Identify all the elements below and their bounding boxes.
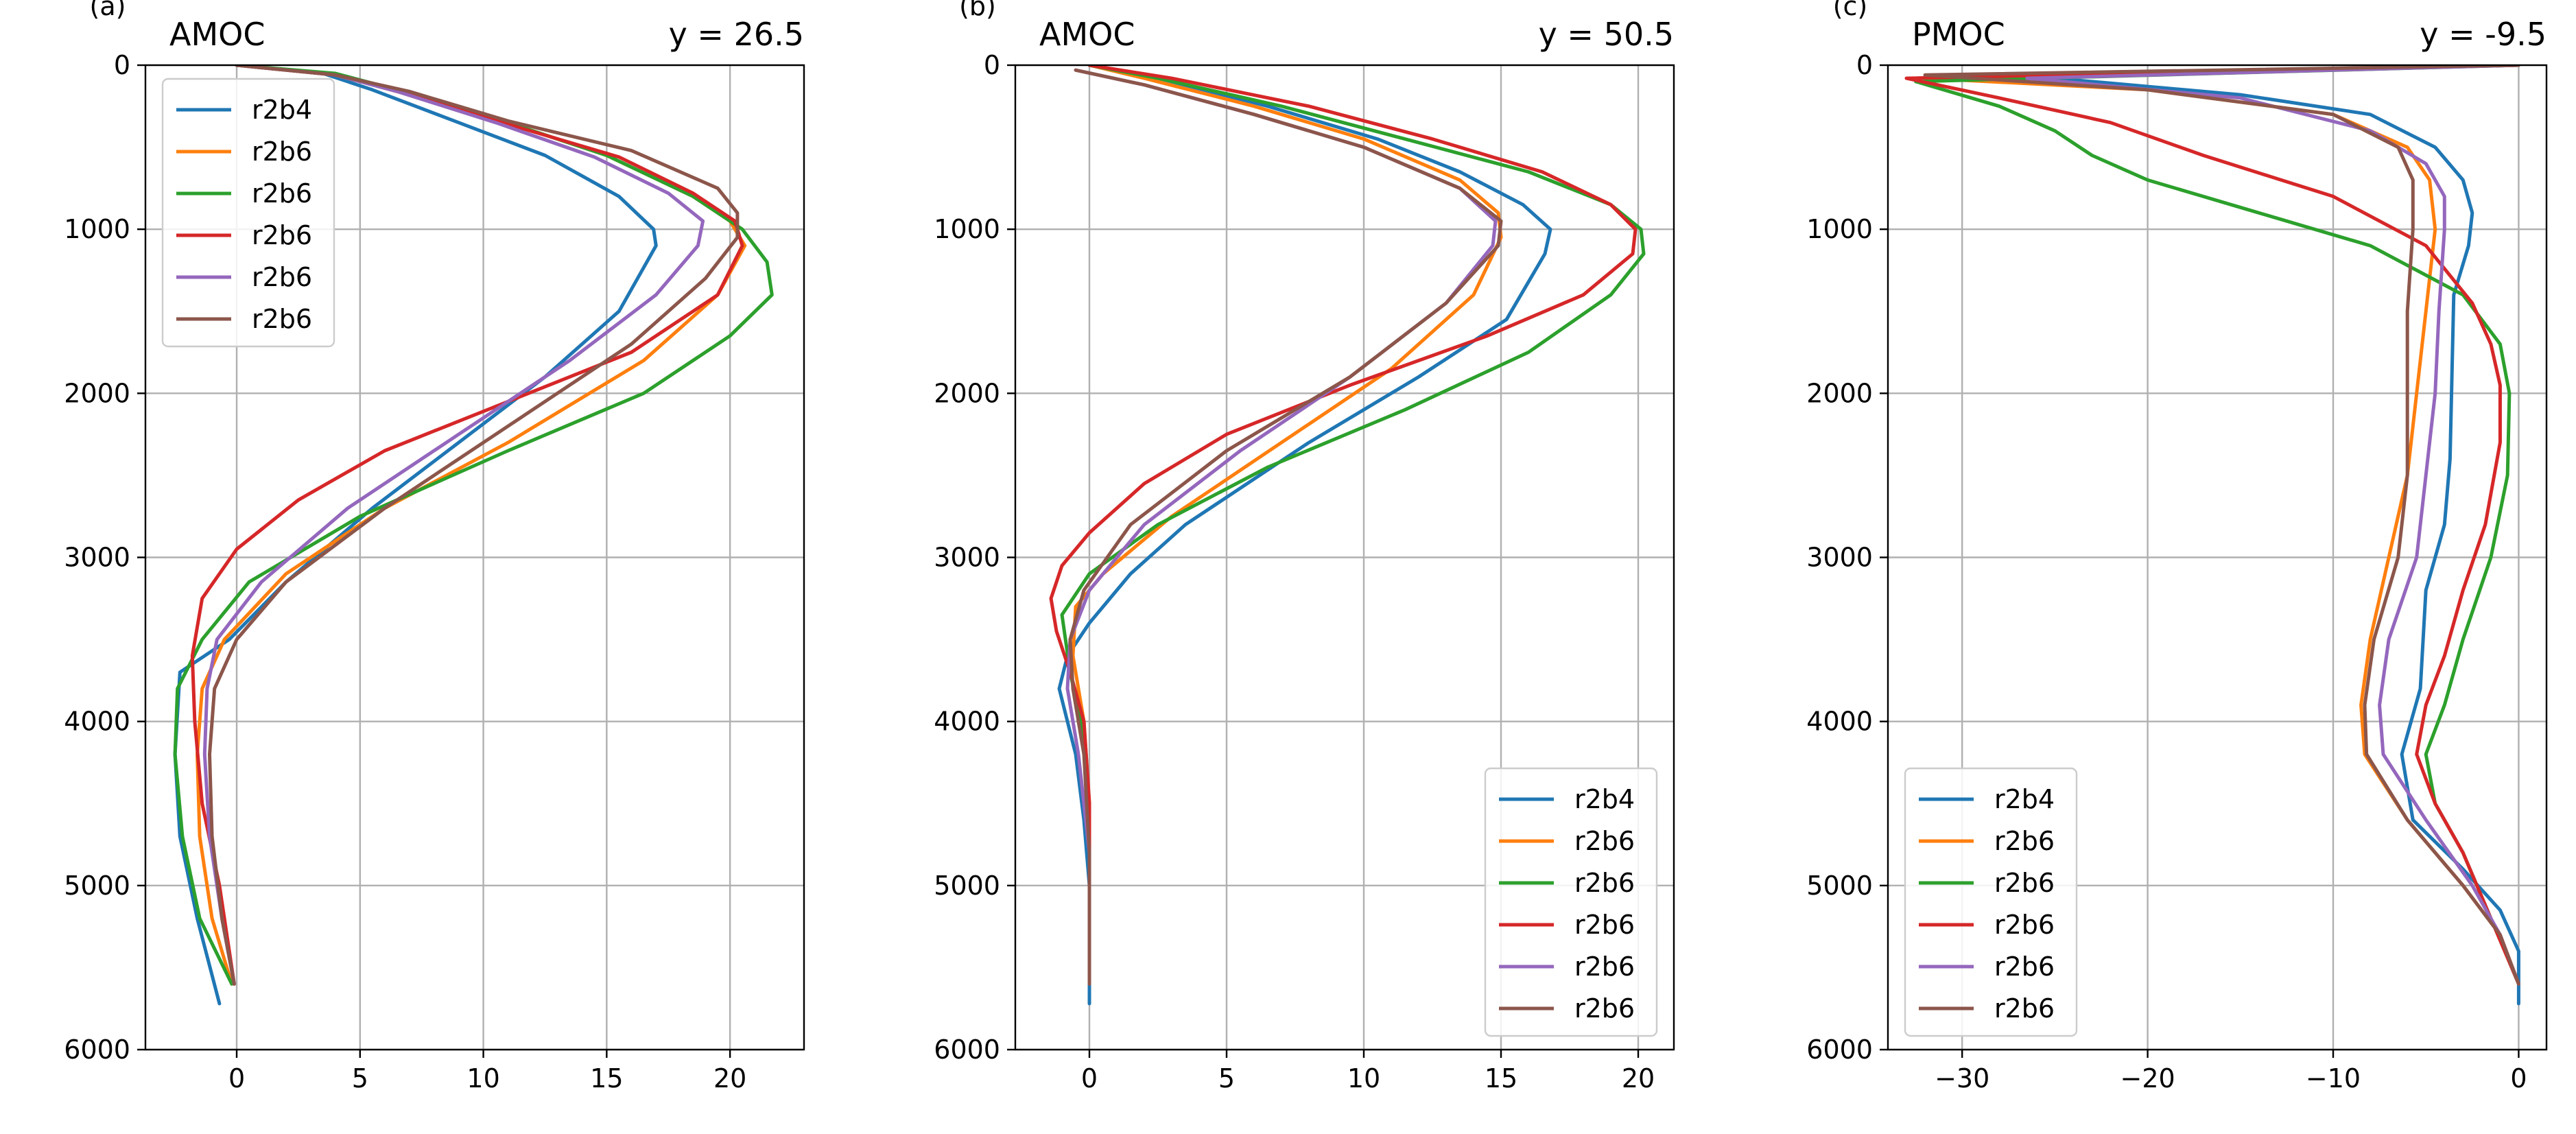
y-tick-label: 0 [114,50,130,80]
y-tick-label: 0 [1856,50,1873,80]
y-tick-label: 4000 [1806,707,1873,737]
legend-label: r2b6 [1574,993,1635,1024]
chart-panel-3: −30 −20 −10 0 0 1000 2000 3000 4000 5000 6000 (c) PM… [1806,0,2548,1094]
legend-box [1484,767,1658,1037]
panel-title-right: y = 50.5 [1539,16,1674,53]
legend-label: r2b6 [252,262,312,292]
y-tick-label: 3000 [64,543,130,573]
series-line-2 [1071,65,1503,986]
series-line-4 [1904,65,2520,986]
series-line-1 [1057,65,1552,1006]
panel-title: AMOC [1039,16,1135,53]
legend-box [1904,767,2078,1037]
legend-label: r2b6 [252,304,312,334]
x-tick-label: 0 [2510,1063,2527,1094]
legend-label: r2b6 [1994,826,2055,856]
series-line-4 [1049,65,1638,986]
y-tick-label: 4000 [64,707,130,737]
series-line-5 [2025,65,2520,986]
x-tick-label: 5 [352,1063,368,1094]
y-tick-label: 1000 [1806,214,1873,244]
x-tick-label: 0 [1081,1063,1098,1094]
panel-title-right: y = -9.5 [2420,16,2547,53]
panel-letter: (b) [959,0,996,21]
legend-label: r2b4 [1574,784,1635,814]
legend-label: r2b4 [252,95,312,125]
series-line-6 [1068,68,1503,986]
x-tick-label: 10 [466,1063,499,1094]
legend-box [161,78,335,348]
x-tick-label: 5 [1218,1063,1235,1094]
legend-label: r2b6 [252,220,312,250]
y-tick-label: 5000 [934,871,1000,901]
y-tick-label: 1000 [934,214,1000,244]
legend-label: r2b6 [1574,826,1635,856]
panel-title: AMOC [169,16,265,53]
legend-label: r2b6 [252,178,312,209]
series-line-4 [190,65,744,986]
legend-label: r2b6 [252,137,312,167]
series-line-1 [2034,65,2520,1006]
panel-title-right: y = 26.5 [669,16,804,53]
legend-label: r2b6 [1574,868,1635,898]
x-tick-label: −30 [1935,1063,1989,1094]
legend: r2b4 r2b6 r2b6 r2b6 r2b6 r2b6 [161,78,335,348]
legend-label: r2b6 [1574,910,1635,940]
series-line-6 [208,65,740,986]
y-tick-label: 5000 [1806,871,1873,901]
series-line-5 [202,65,705,986]
series-group [1904,65,2520,1006]
series-line-6 [1923,65,2520,986]
panel-letter: (a) [90,0,126,21]
y-tick-label: 0 [984,50,1000,80]
y-tick-label: 3000 [934,543,1000,573]
chart-panel-2: 0 5 10 15 20 0 1000 2000 3000 4000 5000 6000 (b) AMOC… [934,0,1675,1094]
panel-title: PMOC [1912,16,2005,53]
chart-panel-1: 0 5 10 15 20 0 1000 2000 3000 4000 5000 6000 (a) AMOC… [64,0,805,1094]
legend-label: r2b6 [1994,910,2055,940]
y-tick-label: 2000 [64,378,130,408]
panel-letter: (c) [1833,0,1868,21]
x-tick-label: 20 [1622,1063,1655,1094]
series-group [173,65,774,1006]
x-tick-label: 20 [713,1063,746,1094]
y-tick-label: 2000 [1806,378,1873,408]
y-tick-label: 3000 [1806,543,1873,573]
y-tick-label: 6000 [1806,1035,1873,1065]
legend: r2b4 r2b6 r2b6 r2b6 r2b6 r2b6 [1484,767,1658,1037]
y-tick-label: 6000 [64,1035,130,1065]
legend-label: r2b6 [1994,952,2055,982]
x-tick-label: −20 [2120,1063,2175,1094]
legend-label: r2b6 [1994,868,2055,898]
y-tick-label: 2000 [934,378,1000,408]
y-tick-label: 6000 [934,1035,1000,1065]
x-tick-label: 10 [1347,1063,1380,1094]
y-tick-label: 4000 [934,707,1000,737]
x-tick-label: 15 [1485,1063,1517,1094]
x-tick-label: −10 [2306,1063,2361,1094]
legend-label: r2b6 [1574,952,1635,982]
series-group [1049,65,1646,1006]
y-tick-label: 5000 [64,871,130,901]
legend: r2b4 r2b6 r2b6 r2b6 r2b6 r2b6 [1904,767,2078,1037]
y-tick-label: 1000 [64,214,130,244]
x-tick-label: 0 [228,1063,245,1094]
legend-label: r2b6 [1994,993,2055,1024]
x-tick-label: 15 [590,1063,623,1094]
legend-label: r2b4 [1994,784,2055,814]
series-line-5 [1065,68,1498,986]
